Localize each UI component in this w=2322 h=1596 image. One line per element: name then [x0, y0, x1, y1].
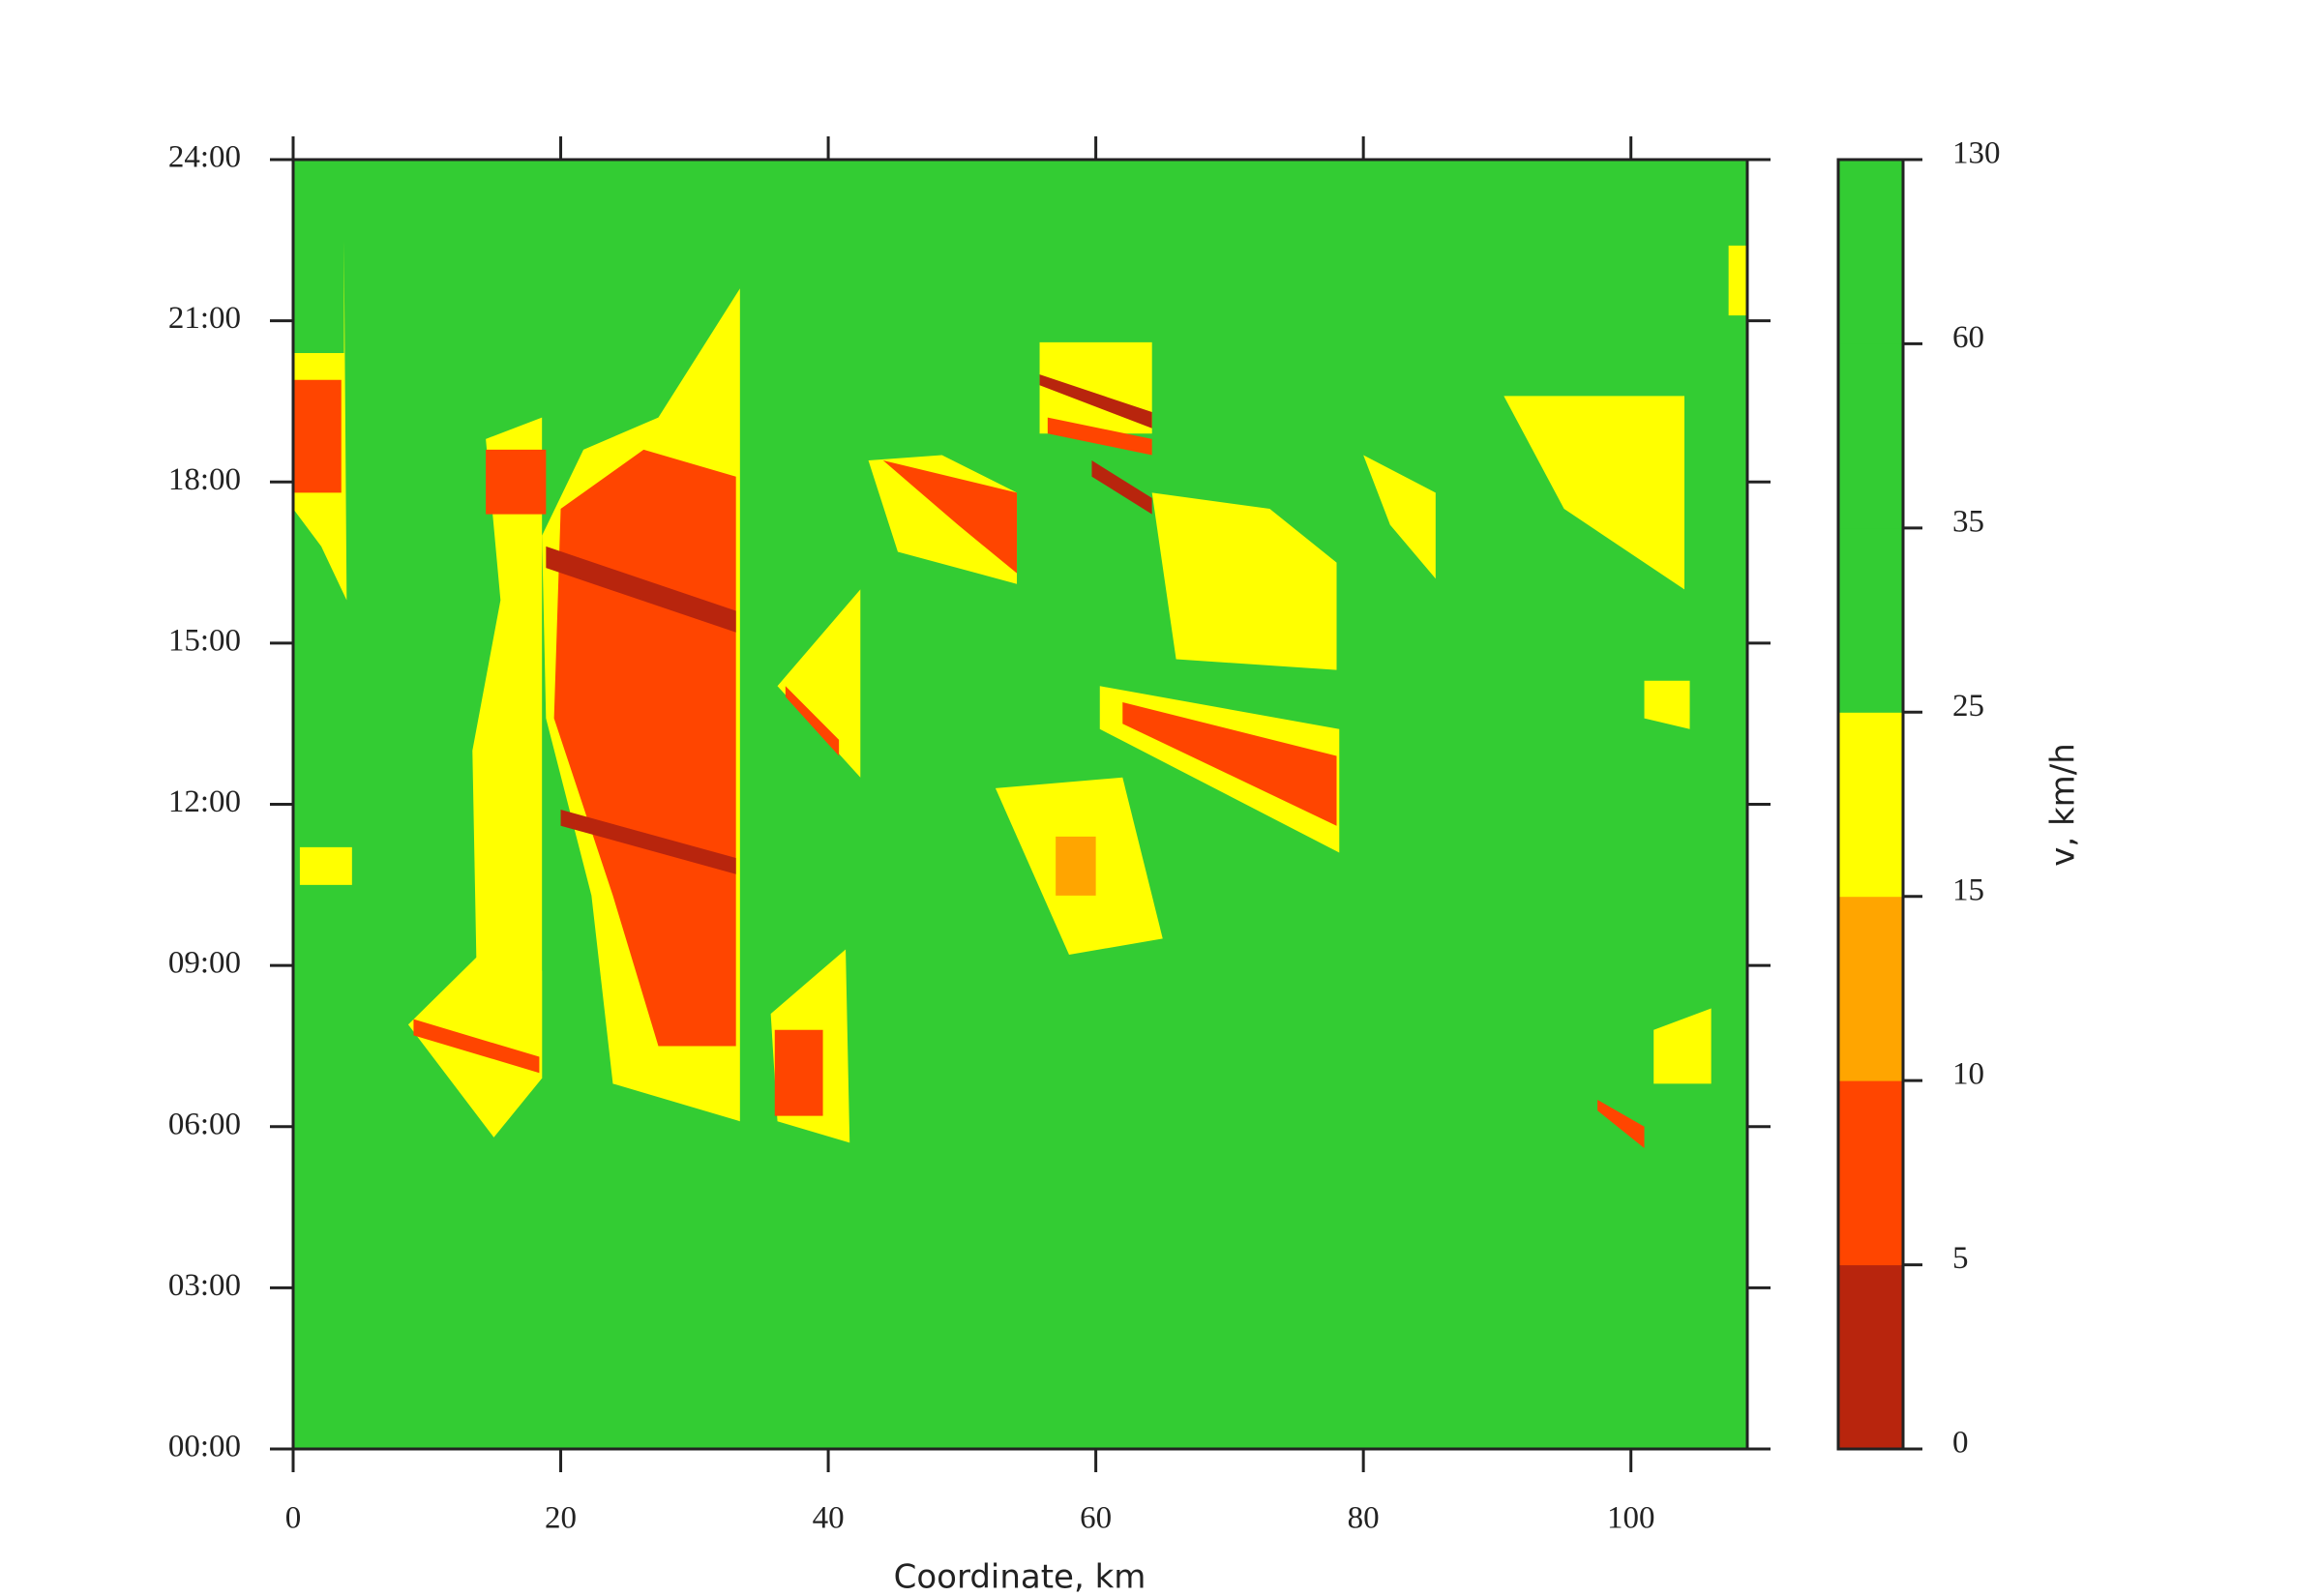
x-tick-label: 20	[545, 1501, 577, 1536]
speed-patch	[1122, 701, 1337, 826]
colorbar-segment	[1838, 527, 1903, 713]
speed-patch	[546, 546, 736, 633]
x-tick-label: 40	[813, 1501, 845, 1536]
colorbar-segment	[1838, 160, 1903, 344]
colorbar-segment	[1838, 1264, 1903, 1450]
speed-patch	[1728, 245, 1747, 316]
speed-patch	[1039, 374, 1152, 429]
speed-patch	[1597, 1099, 1645, 1148]
speed-patch	[299, 846, 352, 885]
y-tick-label: 21:00	[168, 301, 241, 336]
colorbar-frame	[1836, 158, 1905, 1451]
y-tick-label: 00:00	[168, 1430, 241, 1464]
speed-patch	[882, 460, 1018, 574]
colorbar-tick-label: 5	[1952, 1241, 1969, 1276]
colorbar-tick-label: 35	[1952, 504, 1984, 539]
speed-patch	[413, 1019, 540, 1074]
speed-patch	[1151, 492, 1337, 670]
x-tick-label: 100	[1607, 1501, 1655, 1536]
speed-patch	[472, 417, 543, 1106]
x-tick-label: 80	[1348, 1501, 1380, 1536]
colorbar-label: v, km/h	[2044, 743, 2083, 867]
colorbar-tick-label: 25	[1952, 689, 1984, 724]
x-axis-label: Coordinate, km	[894, 1558, 1146, 1596]
y-tick-label: 12:00	[168, 784, 241, 819]
speed-patch	[1503, 396, 1685, 590]
speed-patch	[1091, 460, 1152, 515]
y-tick-label: 18:00	[168, 462, 241, 497]
x-tick-label: 60	[1080, 1501, 1112, 1536]
speed-patch	[1363, 455, 1436, 579]
speed-patch	[1644, 680, 1690, 729]
speed-patch	[785, 686, 840, 756]
colorbar-segment	[1838, 896, 1903, 1081]
colorbar-segment	[1838, 343, 1903, 529]
y-tick-label: 06:00	[168, 1107, 241, 1141]
colorbar-tick-label: 10	[1952, 1057, 1984, 1092]
heatmap	[293, 160, 1747, 1449]
y-tick-label: 03:00	[168, 1268, 241, 1303]
speed-patch	[777, 589, 861, 778]
colorbar-tick-label: 60	[1952, 320, 1984, 355]
y-tick-label: 24:00	[168, 140, 241, 175]
colorbar-tick-label: 130	[1952, 136, 2001, 171]
speed-patch	[1653, 1008, 1712, 1084]
colorbar-segment	[1838, 712, 1903, 898]
speed-patch	[293, 379, 342, 493]
speed-patch	[486, 449, 547, 515]
speed-patch	[1047, 417, 1152, 456]
colorbar-tick-label: 0	[1952, 1426, 1969, 1461]
speed-patch	[774, 1029, 823, 1116]
x-tick-label: 0	[285, 1501, 302, 1536]
colorbar-segment	[1838, 1080, 1903, 1266]
speed-patch	[560, 810, 736, 874]
speed-patch	[1056, 836, 1096, 896]
colorbar-tick-label: 15	[1952, 872, 1984, 907]
y-tick-label: 09:00	[168, 946, 241, 981]
y-tick-label: 15:00	[168, 623, 241, 658]
